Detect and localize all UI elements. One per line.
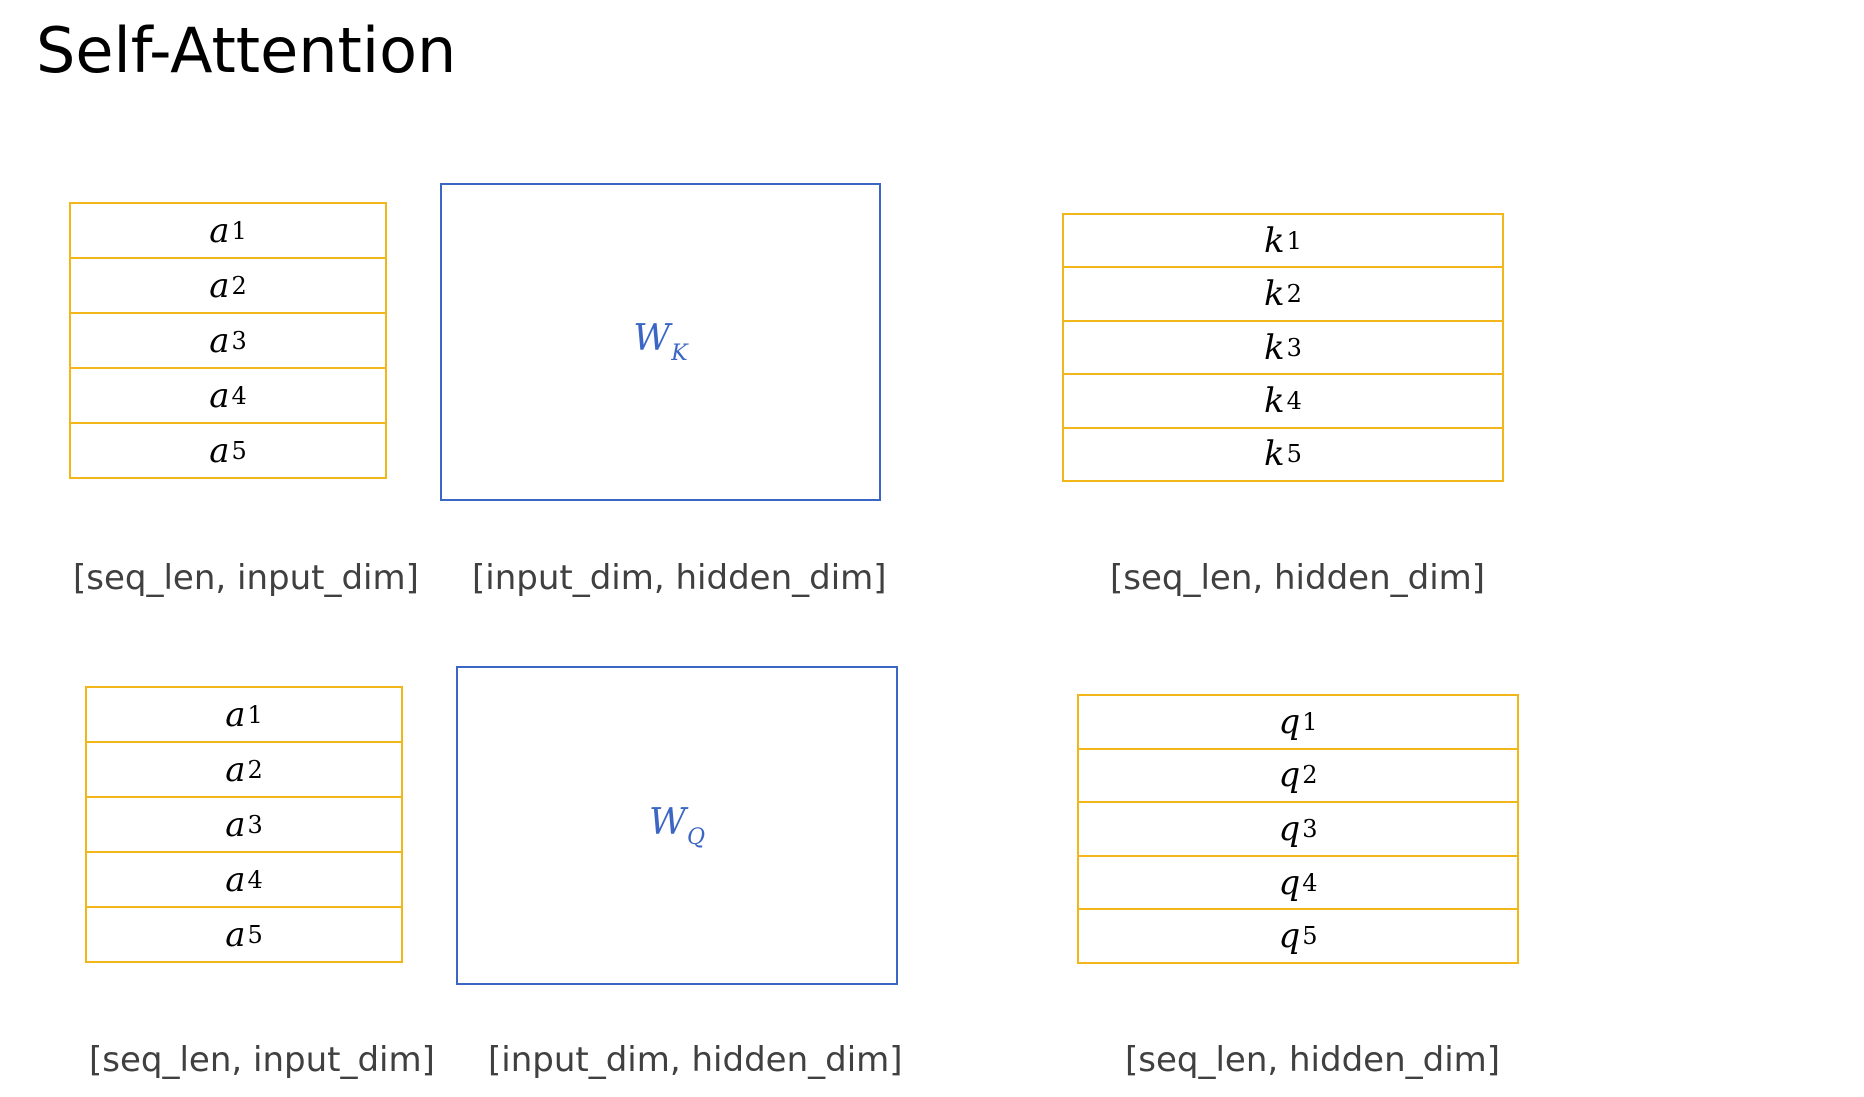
output-dim-label: [seq_len, hidden_dim] (1110, 558, 1486, 598)
weight-dim-label: [input_dim, hidden_dim] (472, 558, 887, 598)
input-dim-label: [seq_len, input_dim] (73, 558, 419, 598)
weight-matrix-wq: WQ (456, 666, 898, 985)
weight-dim-label: [input_dim, hidden_dim] (488, 1040, 903, 1080)
weight-label-wk: WK (633, 318, 688, 366)
page-title: Self-Attention (36, 14, 457, 87)
input-dim-label: [seq_len, input_dim] (89, 1040, 435, 1080)
weight-matrix-wk: WK (440, 183, 881, 501)
output-dim-label: [seq_len, hidden_dim] (1125, 1040, 1501, 1080)
weight-label-wq: WQ (648, 801, 706, 850)
